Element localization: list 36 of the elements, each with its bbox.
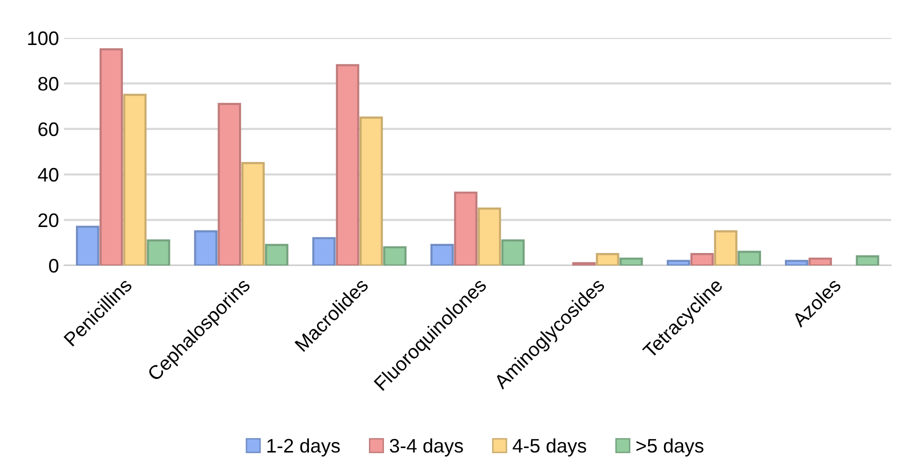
bar xyxy=(218,102,242,266)
legend-label: 1-2 days xyxy=(267,438,340,456)
y-tick-label: 60 xyxy=(38,122,58,136)
bar xyxy=(478,208,502,266)
legend-label: 4-5 days xyxy=(512,438,586,456)
y-tick-label: 80 xyxy=(38,76,58,91)
bar xyxy=(76,226,100,266)
bar xyxy=(808,258,832,266)
bar xyxy=(265,244,288,266)
bar xyxy=(714,230,738,266)
bar xyxy=(572,262,596,266)
bar xyxy=(383,246,407,266)
y-tick-label: 40 xyxy=(38,168,58,182)
y-tick-label: 0 xyxy=(49,258,58,273)
bar xyxy=(856,255,880,266)
bar xyxy=(666,260,690,266)
bar xyxy=(454,192,478,266)
legend-label: >5 days xyxy=(636,438,704,456)
y-tick-label: 20 xyxy=(38,213,58,228)
bar xyxy=(336,64,360,266)
bar xyxy=(100,48,123,266)
bar xyxy=(241,162,265,266)
bar xyxy=(738,250,762,266)
y-tick-label: 100 xyxy=(28,31,58,46)
bar xyxy=(501,239,525,266)
bar xyxy=(123,94,147,266)
bar xyxy=(690,253,714,266)
bar xyxy=(146,239,170,266)
bar xyxy=(596,253,620,266)
bar xyxy=(312,237,336,266)
bar xyxy=(194,230,218,266)
bar xyxy=(620,258,643,266)
bar xyxy=(360,116,383,266)
legend-label: 3-4 days xyxy=(390,438,463,456)
bar xyxy=(784,260,808,266)
bar xyxy=(430,244,454,266)
